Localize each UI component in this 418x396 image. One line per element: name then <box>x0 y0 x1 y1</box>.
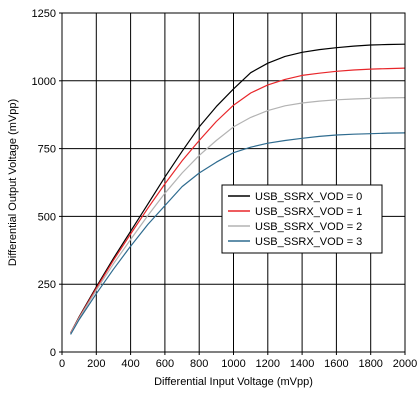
x-tick-label: 1200 <box>256 358 280 370</box>
plot-frame <box>61 12 406 353</box>
series-lines <box>70 43 406 335</box>
x-tick-label: 0 <box>59 358 65 370</box>
legend-entry-label: USB_SSRX_VOD = 3 <box>255 236 362 248</box>
y-tick-label: 1250 <box>32 8 56 20</box>
y-tick-label: 750 <box>38 144 56 156</box>
x-tick-label: 2000 <box>393 358 417 370</box>
grid <box>61 12 406 353</box>
x-tick-label: 400 <box>121 358 139 370</box>
series-line-vod-3 <box>70 132 406 335</box>
x-tick-label: 1000 <box>221 358 245 370</box>
x-axis-label: Differential Input Voltage (mVpp) <box>154 376 313 388</box>
y-axis-label: Differential Output Voltage (mVpp) <box>7 99 19 266</box>
x-tick-label: 1800 <box>358 358 382 370</box>
series-line-vod-0 <box>70 43 406 334</box>
legend-entry-label: USB_SSRX_VOD = 2 <box>255 221 362 233</box>
y-tick-label: 0 <box>50 347 56 359</box>
x-tick-label: 200 <box>87 358 105 370</box>
series-line-vod-2 <box>70 97 406 334</box>
x-tick-label: 800 <box>190 358 208 370</box>
legend-entry-label: USB_SSRX_VOD = 0 <box>255 191 362 203</box>
y-tick-label: 250 <box>38 279 56 291</box>
y-tick-label: 1000 <box>32 76 56 88</box>
x-tick-label: 1400 <box>290 358 314 370</box>
legend-entry-label: USB_SSRX_VOD = 1 <box>255 206 362 218</box>
tick-labels: 0 200 400 600 800 1000 1200 1400 1600 1800 2000 0 25… <box>32 8 418 370</box>
x-tick-label: 1600 <box>324 358 348 370</box>
y-tick-label: 500 <box>38 211 56 223</box>
legend: USB_SSRX_VOD = 0 USB_SSRX_VOD = 1 USB_SSRX… <box>221 184 383 254</box>
series-line-vod-1 <box>70 67 406 334</box>
x-tick-label: 600 <box>156 358 174 370</box>
